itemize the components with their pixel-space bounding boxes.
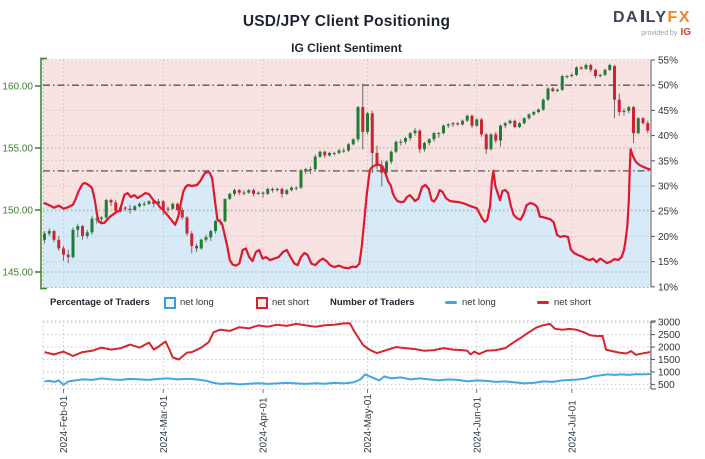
svg-text:15%: 15% (658, 257, 678, 268)
ig-brand: IG (680, 27, 691, 38)
legend-row: Percentage of Traders net long net short… (0, 295, 705, 313)
svg-text:55%: 55% (658, 56, 678, 67)
net-long-dash-icon (445, 301, 457, 304)
legend-net-long-count: net long (462, 297, 496, 308)
net-short-square-icon (256, 297, 268, 309)
svg-text:2024-May-01: 2024-May-01 (363, 394, 374, 453)
logo-tagline: provided by IG (613, 28, 691, 38)
dailyfx-logo: DA LYFX provided by IG (613, 10, 691, 38)
logo-text-left: DA (612, 9, 640, 26)
svg-text:1500: 1500 (658, 355, 681, 366)
chart-subtitle: IG Client Sentiment (291, 41, 402, 55)
svg-text:160.00: 160.00 (2, 82, 33, 93)
net-short-percent-line (43, 148, 652, 270)
svg-text:3000: 3000 (658, 318, 681, 329)
left-price-axis: 145.00 150.00 155.00 160.00 (2, 57, 47, 290)
svg-text:155.00: 155.00 (2, 144, 33, 155)
svg-text:2024-Mar-01: 2024-Mar-01 (159, 395, 170, 453)
svg-text:30%: 30% (658, 182, 678, 193)
svg-text:2024-Feb-01: 2024-Feb-01 (59, 395, 70, 453)
trader-count-chart (42, 320, 651, 390)
page-title: USD/JPY Client Positioning (242, 13, 451, 30)
logo-i-bar-icon (641, 10, 644, 22)
svg-text:45%: 45% (658, 106, 678, 117)
svg-text:2500: 2500 (658, 330, 681, 341)
svg-text:35%: 35% (658, 156, 678, 167)
logo-text-fx: FX (667, 9, 691, 26)
logo-text-right: LY (645, 9, 668, 26)
svg-text:150.00: 150.00 (2, 206, 33, 217)
dailyfx-wordmark: DA LYFX (613, 10, 691, 26)
legend-net-long-pct: net long (180, 297, 214, 308)
net-short-dash-icon (537, 301, 549, 304)
date-axis-labels: 2024-Feb-01 2024-Mar-01 2024-Apr-01 2024-Ma… (59, 389, 578, 453)
svg-text:500: 500 (658, 380, 675, 391)
svg-text:2024-Jun-01: 2024-Jun-01 (472, 396, 483, 453)
svg-text:1000: 1000 (658, 367, 681, 378)
svg-text:20%: 20% (658, 232, 678, 243)
svg-text:2024-Jul-01: 2024-Jul-01 (567, 400, 578, 453)
legend-net-short-pct: net short (272, 297, 309, 308)
chart-backgrounds (43, 59, 651, 288)
candlestick-series (43, 63, 650, 264)
svg-text:40%: 40% (658, 131, 678, 142)
legend-number-group-label: Number of Traders (330, 297, 415, 308)
gridlines (42, 59, 650, 389)
svg-text:145.00: 145.00 (2, 268, 33, 279)
svg-text:10%: 10% (658, 282, 678, 293)
svg-text:25%: 25% (658, 207, 678, 218)
legend-percentage-group-label: Percentage of Traders (50, 297, 150, 308)
svg-text:2024-Apr-01: 2024-Apr-01 (259, 397, 270, 453)
svg-text:50%: 50% (658, 81, 678, 92)
legend-net-short-count: net short (554, 297, 591, 308)
svg-text:2000: 2000 (658, 343, 681, 354)
provided-by-text: provided by (641, 30, 678, 37)
net-long-square-icon (164, 297, 176, 309)
right-percent-axis: 10% 15% 20% 25% 30% 35% 40% 45% 50% 55% (650, 56, 678, 293)
